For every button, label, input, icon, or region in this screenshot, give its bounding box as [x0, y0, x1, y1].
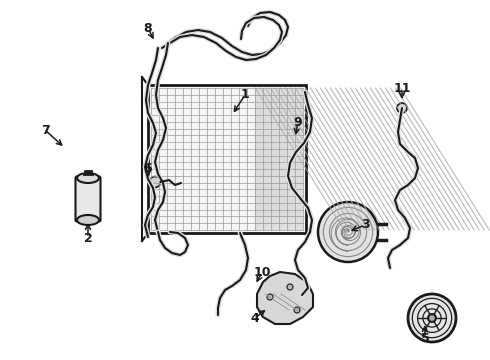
Circle shape	[294, 307, 300, 313]
Text: 8: 8	[144, 22, 152, 35]
Text: 11: 11	[393, 81, 411, 94]
Circle shape	[408, 294, 456, 342]
Text: 1: 1	[241, 89, 249, 102]
Text: 10: 10	[253, 266, 271, 279]
Text: 7: 7	[41, 123, 49, 136]
Ellipse shape	[77, 215, 99, 225]
Text: 9: 9	[294, 116, 302, 129]
Circle shape	[287, 284, 293, 290]
Text: 6: 6	[144, 162, 152, 175]
Polygon shape	[255, 88, 303, 230]
Circle shape	[397, 103, 407, 113]
Text: 4: 4	[250, 311, 259, 324]
Bar	[148, 85, 306, 233]
Circle shape	[149, 176, 161, 188]
Bar	[148, 85, 306, 233]
Ellipse shape	[77, 173, 99, 183]
FancyBboxPatch shape	[75, 176, 100, 221]
Text: 3: 3	[361, 219, 369, 231]
Text: 2: 2	[84, 231, 93, 244]
Circle shape	[267, 294, 273, 300]
Circle shape	[318, 202, 378, 262]
Polygon shape	[257, 272, 313, 324]
Circle shape	[428, 314, 436, 321]
Text: 5: 5	[420, 332, 429, 345]
